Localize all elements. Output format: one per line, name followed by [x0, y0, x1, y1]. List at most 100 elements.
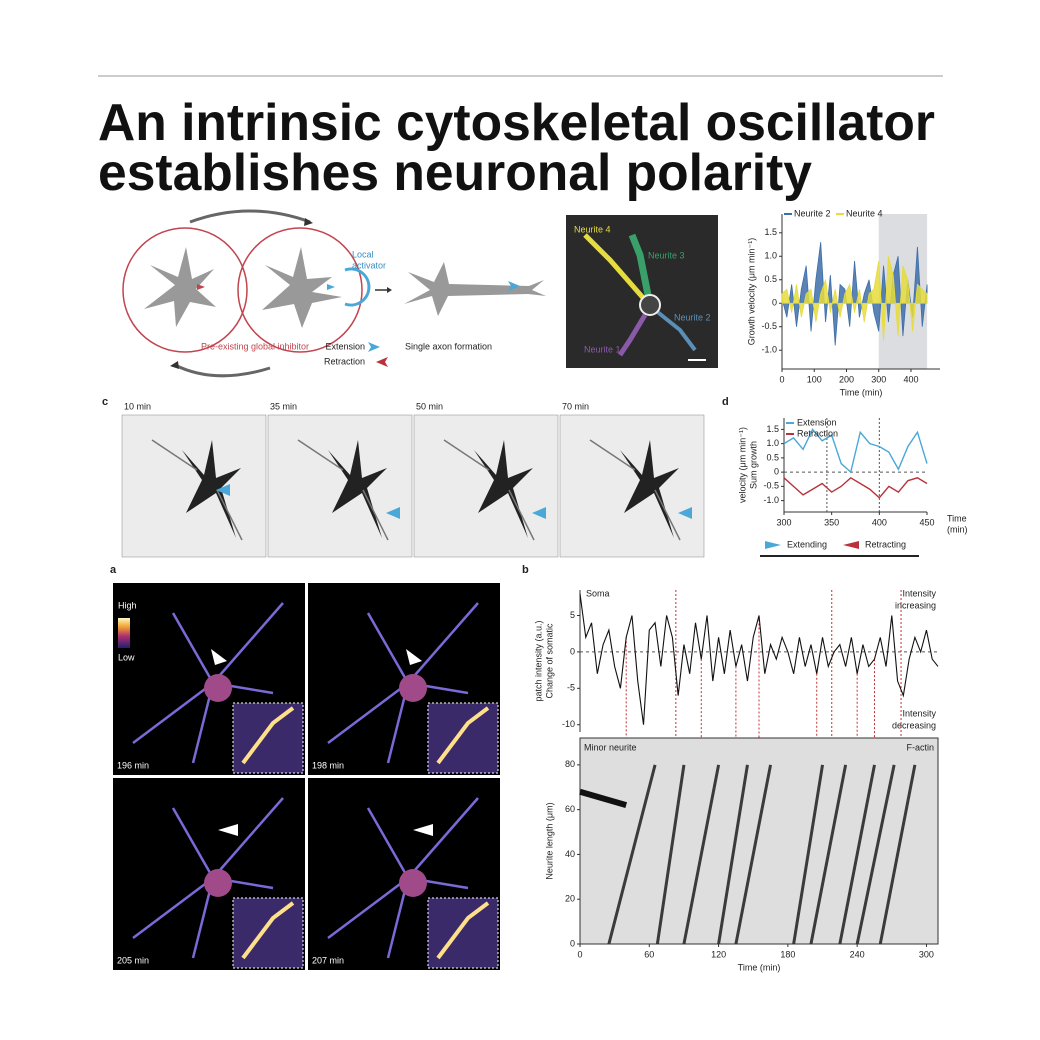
arrow-head [170, 361, 179, 369]
neuron-image [474, 440, 533, 538]
x-tick-label: 0 [779, 374, 784, 384]
arrowhead [211, 649, 227, 665]
legend-arrow [376, 357, 388, 367]
time-label: 35 min [270, 401, 297, 411]
title-line: establishes neuronal polarity [98, 144, 812, 202]
legend-label: Retraction [797, 428, 838, 438]
neuron-image [620, 440, 679, 538]
annotation: Intensity [902, 708, 936, 718]
arrow-blue [327, 284, 335, 290]
time-label: 205 min [117, 955, 149, 965]
x-tick-label: 450 [919, 517, 934, 527]
y-tick-label: -1.0 [761, 345, 777, 355]
arrow-blue [532, 507, 546, 519]
arc-arrow [174, 363, 271, 378]
arrow-blue [508, 281, 520, 291]
arrowhead [218, 824, 238, 836]
y-tick-label: 1.0 [766, 438, 779, 448]
y-tick-label: 1.5 [764, 227, 777, 237]
soma [399, 674, 427, 702]
neurite [617, 313, 648, 357]
legend-label: Neurite 2 [794, 208, 831, 218]
y-tick-label: 1.0 [764, 251, 777, 261]
arrowhead [406, 649, 422, 665]
x-axis-label: Time (min) [840, 387, 883, 397]
neurite-image: Neurite 4 Neurite 3 Neurite 2 Neurite 1 [566, 215, 718, 368]
y-tick-label: 0.5 [764, 274, 777, 284]
legend-label: Neurite 4 [846, 208, 883, 218]
arrow [387, 287, 392, 293]
actin-streak [838, 764, 876, 945]
x-tick-label: 350 [824, 517, 839, 527]
neuron [262, 247, 342, 328]
y-tick-label: 0.5 [766, 452, 779, 462]
neuron [144, 247, 216, 327]
activator-loop [344, 267, 371, 307]
process [589, 439, 681, 541]
inset-signal [241, 706, 295, 765]
time-label: 207 min [312, 955, 344, 965]
label: Pre-existing global inhibitor [201, 341, 309, 351]
x-tick-label: 0 [577, 949, 582, 959]
x-tick-label: 300 [871, 374, 886, 384]
state-arrow [765, 541, 781, 549]
actin-streak [809, 764, 848, 945]
x-tick-label: 200 [839, 374, 854, 384]
time-label: 196 min [117, 760, 149, 770]
arrow-red [197, 284, 205, 290]
soma [639, 294, 661, 316]
x-axis-label: Time (min) [738, 962, 781, 972]
micrograph [559, 414, 705, 558]
neuron-image [132, 797, 284, 959]
label: Neurite 3 [648, 250, 685, 260]
neurite [583, 233, 647, 302]
micrograph [121, 414, 267, 558]
area [781, 256, 928, 341]
annotation: Soma [586, 588, 610, 598]
y-tick-label: 5 [570, 610, 575, 620]
annotation: F-actin [906, 742, 934, 752]
actin-band [579, 788, 628, 809]
actin-streak [682, 764, 721, 945]
y-axis-label: Change of somatic [544, 623, 554, 699]
label: Single axon formation [405, 341, 492, 351]
arrow-blue [386, 507, 400, 519]
arrowhead [413, 824, 433, 836]
y-tick-label: 1.5 [766, 424, 779, 434]
colorscale [118, 618, 130, 648]
y-axis-label: velocity (μm min⁻¹) [737, 427, 747, 503]
neuron [404, 262, 546, 316]
inset-signal [241, 901, 295, 960]
y-tick-label: 0 [570, 646, 575, 656]
annotation: Minor neurite [584, 742, 637, 752]
y-tick-label: 80 [565, 759, 575, 769]
y-axis-label: patch intensity (a.u.) [533, 620, 543, 701]
arrow-blue [216, 484, 230, 496]
kymograph-bg [579, 737, 939, 945]
actin-streak [855, 764, 896, 945]
neuron-image [327, 602, 479, 764]
micrograph [267, 414, 413, 558]
x-tick-label: 60 [644, 949, 654, 959]
inset-signal [436, 706, 490, 765]
y-tick-label: -1.0 [763, 495, 779, 505]
annotation: increasing [895, 600, 936, 610]
label: Neurite 4 [574, 224, 611, 234]
state-arrow [843, 541, 859, 549]
actin-streak [792, 764, 824, 945]
state-label: Retracting [865, 539, 906, 549]
line [783, 428, 928, 474]
panel-label: d [722, 396, 729, 408]
soma [204, 869, 232, 897]
inhibitor-circle [122, 227, 248, 353]
legend-arrow [368, 342, 380, 352]
line [579, 593, 939, 725]
process [151, 439, 243, 541]
polarity-diagram: Local activator Extension Retraction Pre… [122, 209, 546, 378]
label: activator [352, 260, 386, 270]
x-tick-label: 120 [711, 949, 726, 959]
panel-label: a [110, 564, 117, 576]
y-tick-label: 60 [565, 804, 575, 814]
process [443, 439, 535, 541]
